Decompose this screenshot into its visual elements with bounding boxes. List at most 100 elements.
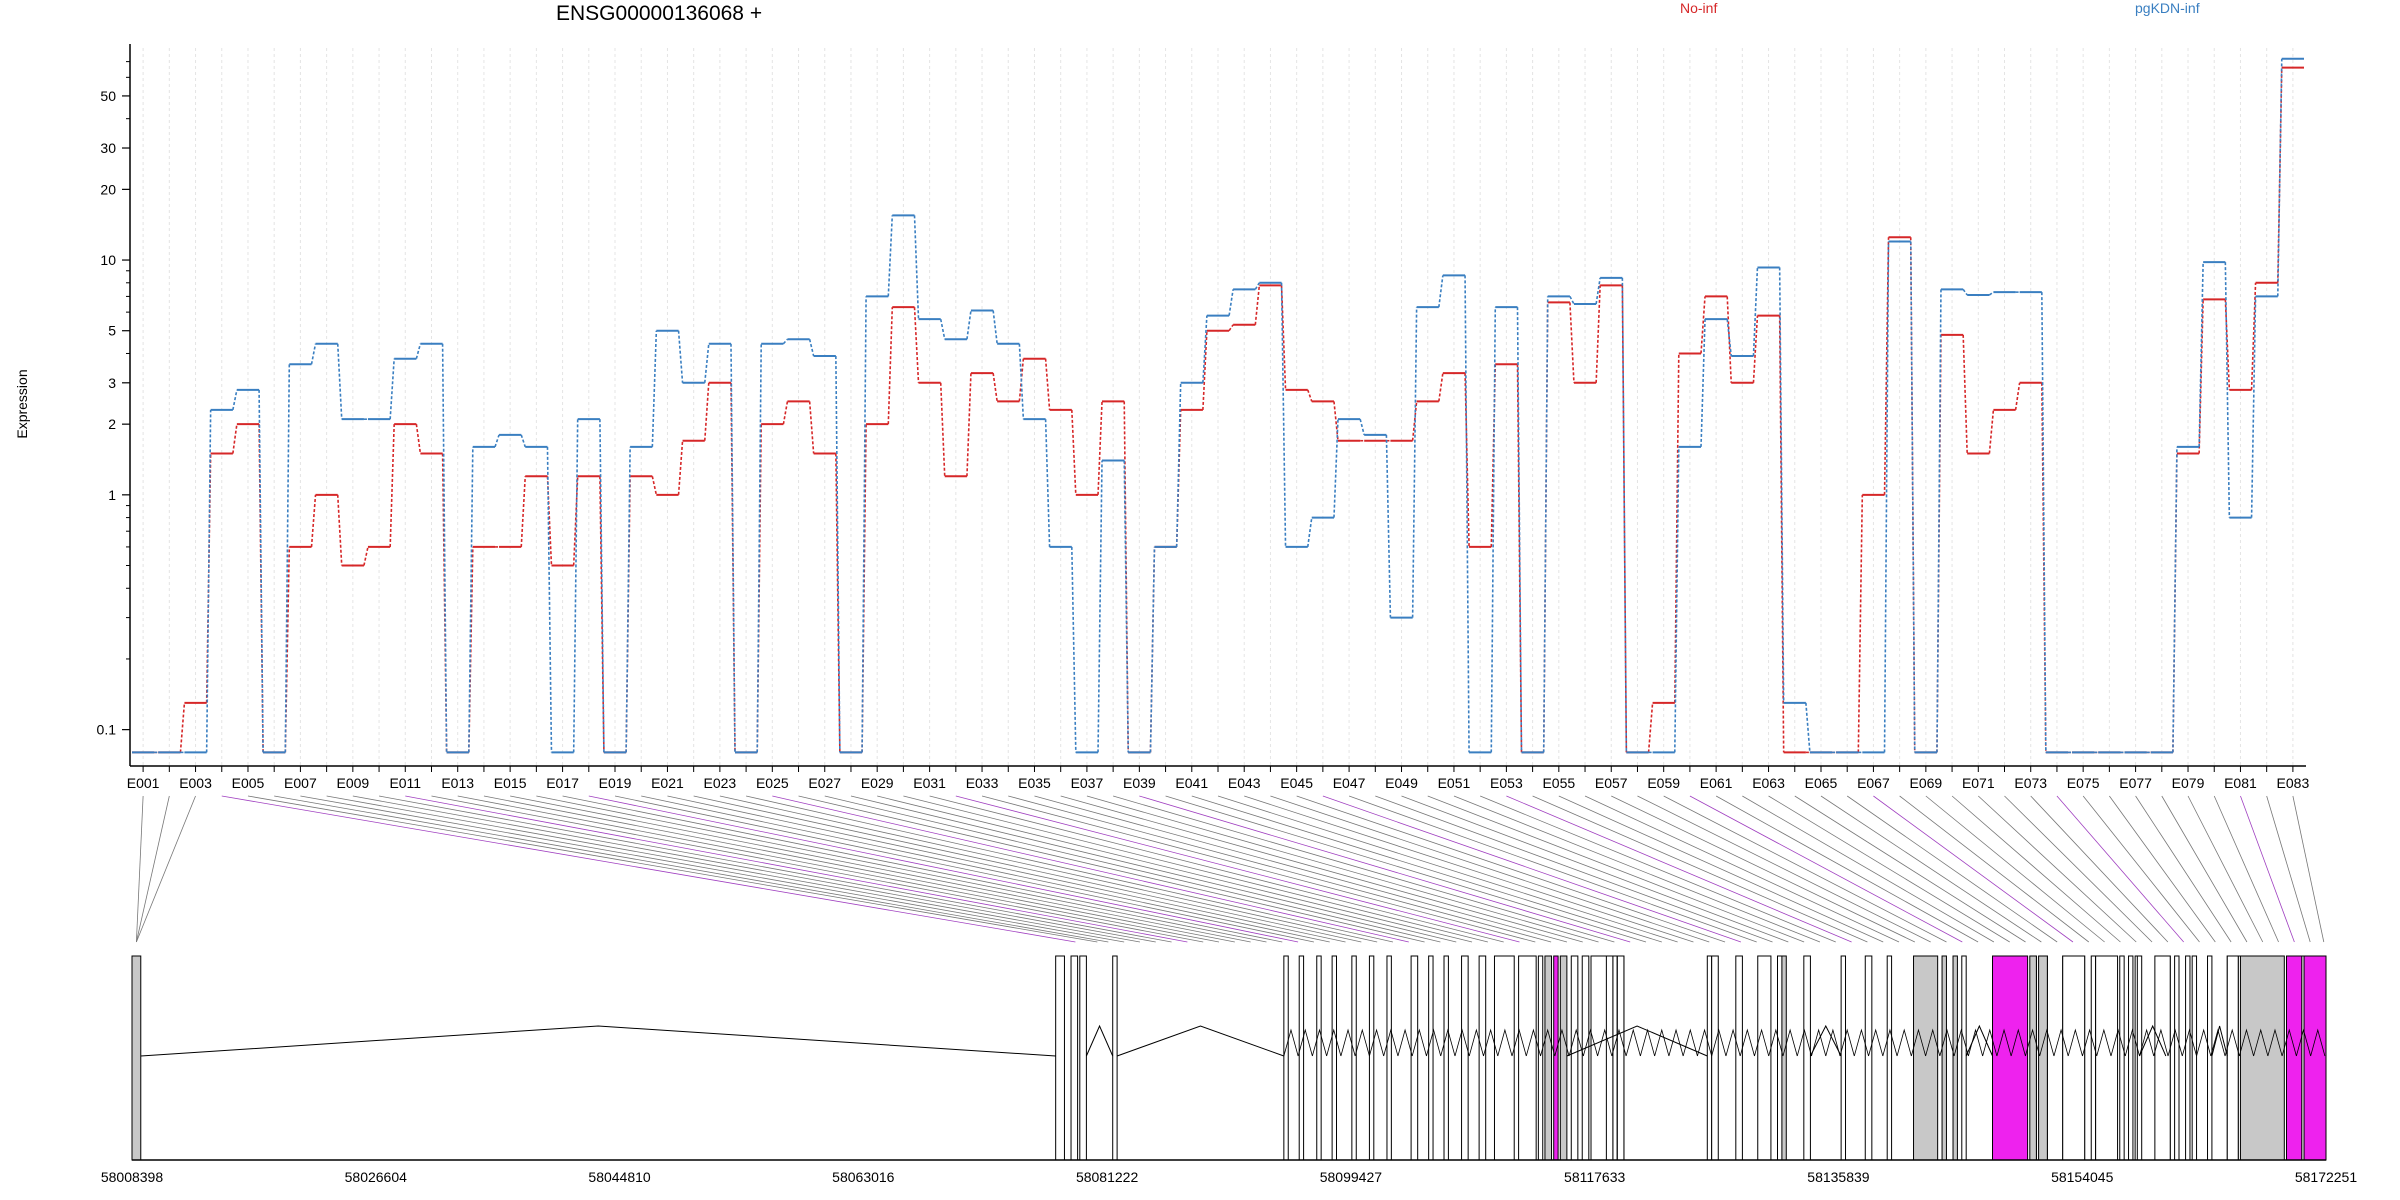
series-connector (1333, 419, 1339, 518)
intron-arc (1397, 1028, 1413, 1057)
exon-connector (1060, 795, 1583, 943)
exon-connector (1951, 795, 2121, 943)
series-connector (756, 343, 763, 753)
series-connector (1359, 418, 1365, 436)
intron-arc (2082, 1028, 2098, 1057)
exon-box (2119, 955, 2125, 1161)
intron-arc (2139, 1028, 2155, 1057)
series-connector (703, 343, 710, 383)
genomic-tick-label: 58063016 (832, 1169, 895, 1185)
exon-box (1913, 955, 1939, 1161)
x-tick-label-e053: E053 (1490, 775, 1523, 791)
x-tick-label-e057: E057 (1595, 775, 1628, 791)
intron-arc (1725, 1028, 1741, 1057)
exon-box (1553, 955, 1559, 1161)
exon-box (1537, 955, 1544, 1161)
x-tick-label-e071: E071 (1962, 775, 1995, 791)
x-tick-label-e043: E043 (1228, 775, 1261, 791)
exon-box (2136, 955, 2143, 1161)
exon-connector (1427, 795, 1805, 943)
exon-connector (1978, 795, 2137, 943)
exon-box (1581, 955, 1590, 1161)
exon-connector (326, 795, 1141, 943)
exon-box (1079, 955, 1087, 1161)
series-connector (1044, 419, 1051, 547)
x-tick-label-e065: E065 (1805, 775, 1838, 791)
series-connector (1909, 241, 1916, 753)
series-connector (441, 343, 448, 753)
x-tick-label-e011: E011 (389, 775, 421, 791)
series-connector (1673, 446, 1680, 753)
exon-connector (1925, 795, 2105, 943)
exon-box (2185, 955, 2191, 1161)
series-connector (1254, 282, 1261, 290)
exon-box (1781, 955, 1787, 1161)
exon-box (1803, 955, 1811, 1161)
series-connector (913, 215, 920, 320)
exon-connector (719, 795, 1378, 943)
exon-connector (1401, 795, 1789, 943)
exon-box (1428, 955, 1434, 1161)
series-connector (861, 296, 867, 753)
exon-connector (300, 795, 1125, 943)
intron-arc (2238, 1028, 2254, 1057)
x-tick-label-e005: E005 (232, 775, 265, 791)
genomic-tick-label: 58081222 (1076, 1169, 1139, 1185)
intron-arc (1354, 1028, 1370, 1057)
x-tick-label-e021: E021 (651, 775, 684, 791)
exon-box (1735, 955, 1743, 1161)
exon-connector (2109, 795, 2216, 943)
series-connector (1726, 319, 1733, 357)
x-tick-label-e023: E023 (704, 775, 737, 791)
series-connector (1647, 702, 1654, 753)
series-connector (2250, 282, 2257, 390)
x-tick-label-e077: E077 (2119, 775, 2152, 791)
exon-box (2239, 955, 2285, 1161)
intron-arc (1611, 1028, 1627, 1057)
series-connector (546, 446, 553, 753)
series-connector (939, 319, 946, 340)
intron-arc (1483, 1028, 1499, 1057)
exon-box (1493, 955, 1515, 1161)
series-connector (992, 310, 998, 344)
intron-arc (1967, 1028, 1984, 1057)
intron-arc (2224, 1028, 2240, 1057)
exon-box (2174, 955, 2180, 1161)
x-tick-label-e049: E049 (1385, 775, 1418, 791)
legend-no-inf: No-inf (1680, 0, 1718, 16)
x-tick-label-e047: E047 (1333, 775, 1366, 791)
genomic-tick-label: 58026604 (345, 1169, 408, 1185)
genomic-tick-label: 58154045 (2051, 1169, 2114, 1185)
exon-connector (1742, 795, 1995, 943)
intron-arc (1697, 1028, 1713, 1057)
series-connector (730, 343, 736, 753)
series-connector (966, 310, 972, 340)
exon-connector (1663, 795, 1947, 943)
x-tick-label-e081: E081 (2224, 775, 2257, 791)
intron-arc (1654, 1028, 1670, 1057)
intron-arc (1511, 1028, 1527, 1057)
intron-arc (1554, 1028, 1570, 1057)
x-tick-label-e041: E041 (1175, 775, 1208, 791)
exon-box (1711, 955, 1719, 1161)
exon-connector (2187, 795, 2264, 943)
series-connector (1752, 315, 1759, 383)
series-connector (1883, 241, 1890, 753)
series-connector (1464, 373, 1470, 547)
exon-box (2226, 955, 2239, 1161)
exon-connector (1296, 795, 1726, 943)
series-connector (1936, 289, 1942, 753)
intron-arc (1839, 1028, 1855, 1057)
series-connector (1175, 382, 1182, 547)
series-connector (703, 382, 710, 441)
series-connector (2224, 262, 2231, 518)
exon-box (1864, 955, 1873, 1161)
exon-box (1351, 955, 1357, 1161)
series-connector (992, 372, 998, 402)
intron-arc (2010, 1028, 2026, 1057)
exon-connector (1244, 795, 1694, 943)
series-connector (2172, 453, 2178, 753)
intron-arc (2281, 1028, 2297, 1057)
exon-box (1410, 955, 1419, 1161)
exon-connector (2056, 795, 2184, 943)
